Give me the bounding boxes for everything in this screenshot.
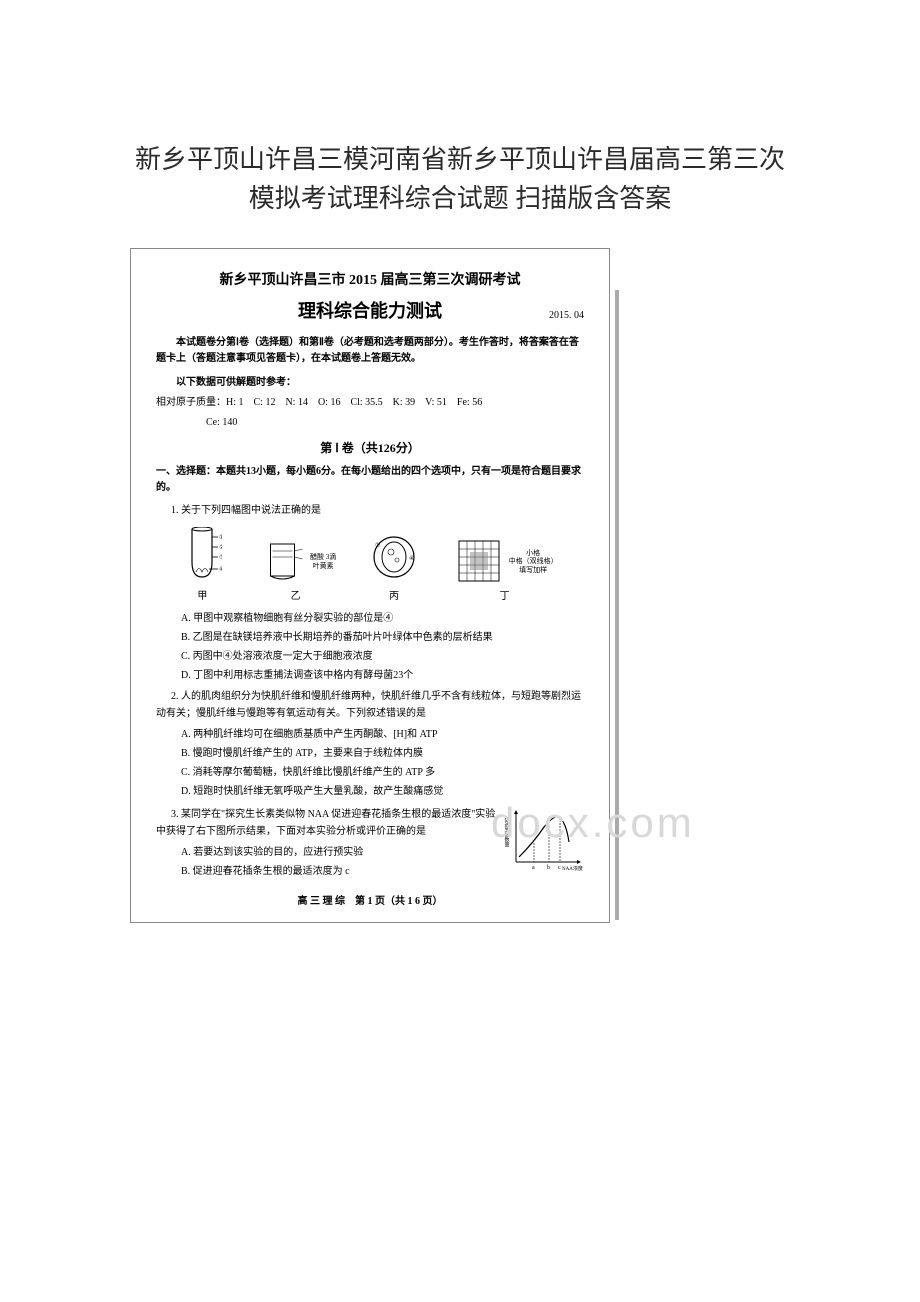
section-intro: 一、选择题：本题共13小题，每小题6分。在每小题给出的四个选项中，只有一项是符合… — [156, 464, 584, 496]
q1-option-d: D. 丁图中利用标志重捕法调查该中格内有酵母菌23个 — [156, 667, 584, 684]
svg-text:①: ① — [375, 542, 380, 549]
q1-diagrams: ① ② ③ ④ 甲 — [156, 527, 584, 602]
exam-date: 2015. 04 — [549, 310, 584, 321]
diagram-grid: 小格 中格（双线格） 填写加样 丁 — [452, 539, 558, 602]
svg-text:促进生根数量: 促进生根数量 — [504, 816, 509, 848]
title-line1: 新乡平顶山许昌三模河南省新乡平顶山许昌届高三第三次 — [135, 145, 785, 174]
q2-option-a: A. 两种肌纤维均可在细胞质基质中产生丙酮酸、[H]和 ATP — [156, 726, 584, 743]
q1-text: 1. 关于下列四幅图中说法正确的是 — [156, 502, 584, 519]
q2-option-d: D. 短跑时快肌纤维无氧呼吸产生大量乳酸，故产生酸痛感觉 — [156, 783, 584, 800]
svg-text:a: a — [532, 865, 535, 871]
svg-text:③: ③ — [219, 554, 222, 561]
svg-text:c: c — [558, 865, 561, 871]
svg-text:④: ④ — [409, 555, 414, 562]
q1-option-b: B. 乙图是在缺镁培养液中长期培养的番茄叶片叶绿体中色素的层析结果 — [156, 629, 584, 646]
svg-text:NAA浓度: NAA浓度 — [562, 865, 583, 872]
section-1-title: 第 Ⅰ 卷（共126分） — [156, 439, 584, 456]
q1-option-a: A. 甲图中观察植物细胞有丝分裂实验的部位是④ — [156, 610, 584, 627]
q3-graph: a b c NAA浓度 促进生根数量 — [504, 807, 584, 872]
diagram-dish: 醋酸 3滴 叶黄素 乙 — [255, 539, 336, 602]
svg-text:b: b — [547, 865, 550, 871]
q3-container: 3. 某同学在"探究生长素类似物 NAA 促进迎春花插条生根的最适浓度"实验中获… — [156, 802, 584, 882]
document-title: 新乡平顶山许昌三模河南省新乡平顶山许昌届高三第三次 模拟考试理科综合试题 扫描版… — [0, 0, 920, 238]
svg-text:①: ① — [219, 534, 222, 541]
q3-text: 3. 某同学在"探究生长素类似物 NAA 促进迎春花插条生根的最适浓度"实验中获… — [156, 806, 499, 840]
q2-option-b: B. 慢跑时慢肌纤维产生的 ATP，主要来自于线粒体内膜 — [156, 745, 584, 762]
exam-subtitle: 理科综合能力测试 2015. 04 — [156, 297, 584, 323]
q3-option-a: A. 若要达到该实验的目的，应进行预实验 — [156, 844, 499, 861]
q2-text: 2. 人的肌肉组织分为快肌纤维和慢肌纤维两种，快肌纤维几乎不含有线粒体，与短跑等… — [156, 688, 584, 722]
q3-option-b: B. 促进迎春花插条生根的最适浓度为 c — [156, 863, 499, 880]
svg-text:④: ④ — [219, 566, 222, 573]
svg-text:②: ② — [219, 544, 222, 551]
atomic-masses-2: Ce: 140 — [156, 415, 584, 431]
exam-paper-scan: 新乡平顶山许昌三市 2015 届高三第三次调研考试 理科综合能力测试 2015.… — [130, 248, 610, 923]
paper-shadow — [615, 290, 619, 920]
reference-label: 以下数据可供解题时参考： — [156, 375, 584, 391]
q1-option-c: C. 丙图中④处溶液浓度一定大于细胞液浓度 — [156, 648, 584, 665]
atomic-masses: 相对原子质量：H: 1 C: 12 N: 14 O: 16 Cl: 35.5 K… — [156, 395, 584, 411]
exam-header: 新乡平顶山许昌三市 2015 届高三第三次调研考试 — [156, 269, 584, 289]
paper-footer: 高 三 理 综 第 1 页（共 1 6 页） — [156, 892, 584, 907]
q2-option-c: C. 消耗等摩尔葡萄糖，快肌纤维比慢肌纤维产生的 ATP 多 — [156, 764, 584, 781]
title-line2: 模拟考试理科综合试题 扫描版含答案 — [249, 184, 672, 213]
diagram-tube: ① ② ③ ④ 甲 — [182, 527, 222, 602]
exam-instructions: 本试题卷分第Ⅰ卷（选择题）和第Ⅱ卷（必考题和选考题两部分）。考生作答时，将答案答… — [156, 335, 584, 367]
diagram-microscope: ① ④ 丙 — [369, 532, 419, 602]
